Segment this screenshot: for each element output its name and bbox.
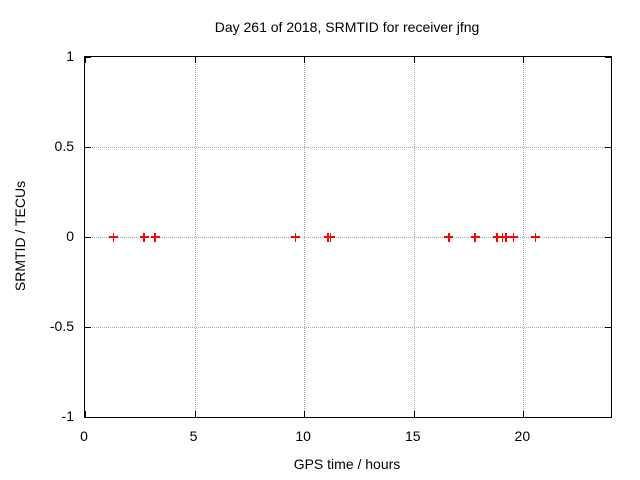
x-tick-label: 5 (189, 428, 198, 444)
y-tick-mark (85, 147, 91, 148)
data-point-marker (444, 232, 454, 242)
y-tick-mark (605, 417, 611, 418)
y-gridline (85, 237, 611, 238)
x-tick-label: 20 (514, 428, 531, 444)
x-axis-label: GPS time / hours (293, 456, 401, 472)
y-tick-mark (605, 57, 611, 58)
data-point-marker (530, 232, 540, 242)
x-tick-mark (304, 57, 306, 63)
x-tick-mark (85, 57, 86, 63)
y-tick-label: -0.5 (49, 318, 74, 334)
y-tick-label: 1 (66, 48, 74, 64)
x-tick-mark (304, 411, 306, 417)
y-tick-mark (85, 327, 91, 328)
x-tick-mark (194, 411, 196, 417)
y-tick-mark (605, 237, 611, 238)
data-point-marker (139, 232, 149, 242)
data-point-marker (290, 232, 300, 242)
y-tick-mark (605, 327, 611, 328)
data-point-marker (470, 232, 480, 242)
x-tick-mark (523, 411, 525, 417)
data-point-marker (108, 232, 118, 242)
y-tick-mark (85, 57, 91, 58)
chart-title: Day 261 of 2018, SRMTID for receiver jfn… (214, 19, 480, 35)
x-tick-mark (413, 57, 415, 63)
y-tick-label: 0 (66, 228, 74, 244)
plot-area (84, 56, 612, 418)
data-point-marker (492, 232, 502, 242)
x-tick-mark (85, 411, 86, 417)
x-tick-label: 0 (80, 428, 88, 444)
y-tick-mark (605, 147, 611, 148)
y-tick-label: -1 (61, 408, 74, 424)
y-gridline (85, 147, 611, 148)
data-point-marker (508, 232, 518, 242)
y-tick-mark (85, 417, 91, 418)
data-point-marker (325, 232, 335, 242)
x-tick-mark (523, 57, 525, 63)
data-point-marker (501, 232, 511, 242)
y-tick-mark (85, 237, 91, 238)
data-point-marker (150, 232, 160, 242)
x-tick-label: 15 (404, 428, 421, 444)
y-tick-label: 0.5 (54, 138, 74, 154)
y-gridline (85, 327, 611, 328)
x-tick-label: 10 (295, 428, 311, 444)
x-tick-mark (194, 57, 196, 63)
x-tick-mark (413, 411, 415, 417)
